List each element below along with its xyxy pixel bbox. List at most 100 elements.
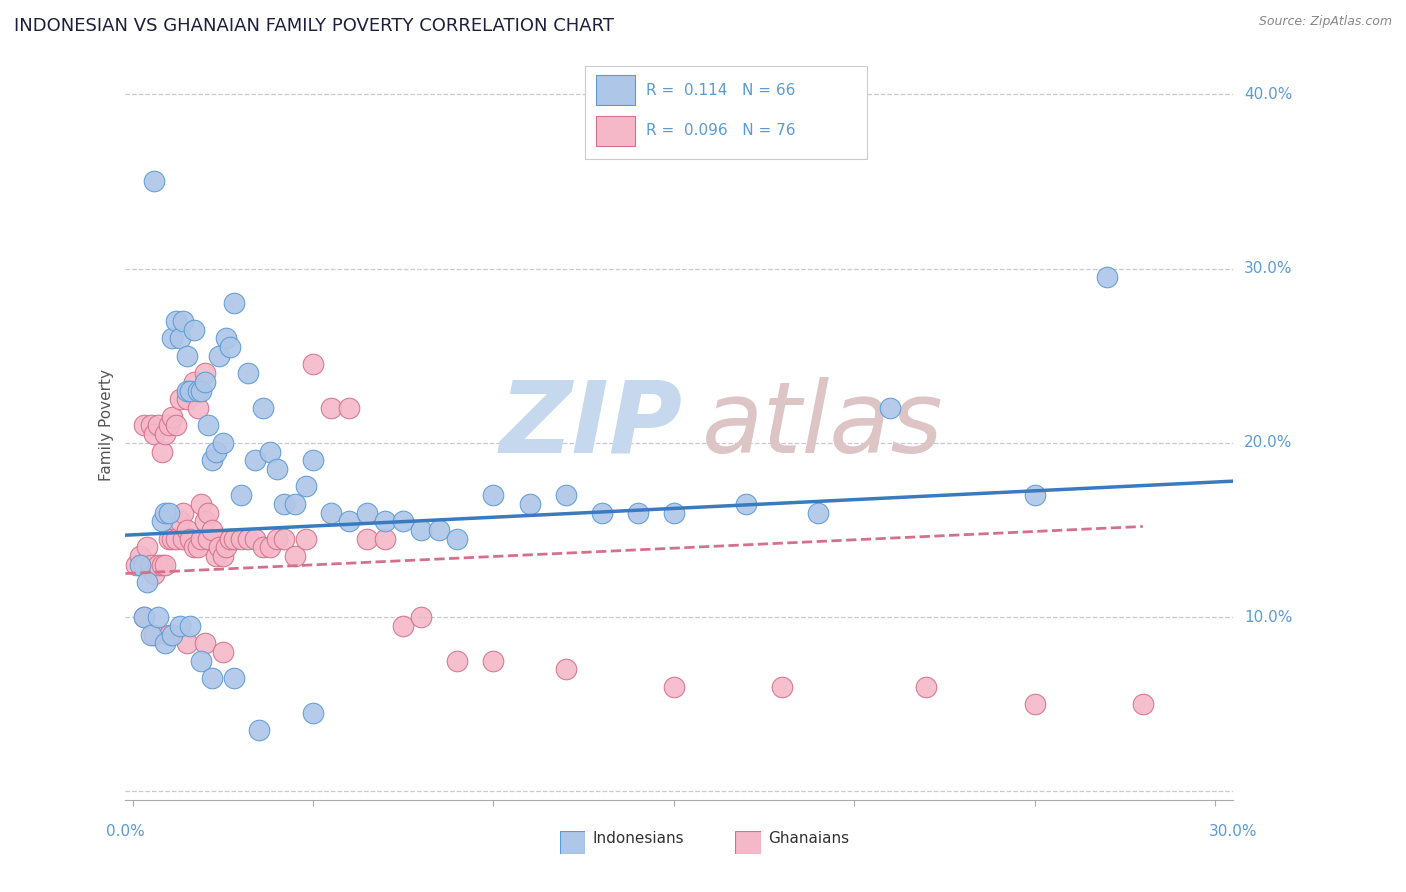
Point	[146, 558, 169, 572]
Point	[236, 532, 259, 546]
Point	[554, 662, 576, 676]
Point	[915, 680, 938, 694]
Point	[157, 627, 180, 641]
Point	[554, 488, 576, 502]
Point	[302, 706, 325, 720]
Point	[172, 314, 194, 328]
Point	[143, 566, 166, 581]
Point	[374, 532, 396, 546]
Point	[245, 453, 267, 467]
Point	[1095, 270, 1118, 285]
Point	[302, 358, 325, 372]
Point	[183, 375, 205, 389]
Point	[212, 549, 235, 563]
Point	[165, 314, 187, 328]
Point	[266, 462, 288, 476]
Point	[176, 523, 198, 537]
Point	[183, 541, 205, 555]
Point	[169, 619, 191, 633]
Point	[165, 418, 187, 433]
Point	[169, 392, 191, 407]
Point	[157, 506, 180, 520]
Point	[259, 444, 281, 458]
Point	[132, 558, 155, 572]
Point	[143, 427, 166, 442]
Point	[157, 418, 180, 433]
Point	[187, 541, 209, 555]
Text: 20.0%: 20.0%	[1244, 435, 1292, 450]
Point	[169, 331, 191, 345]
Text: 10.0%: 10.0%	[1244, 609, 1292, 624]
Point	[411, 523, 433, 537]
Point	[284, 497, 307, 511]
Point	[176, 384, 198, 398]
Point	[519, 497, 541, 511]
Point	[190, 654, 212, 668]
Point	[219, 532, 242, 546]
Point	[172, 506, 194, 520]
Point	[136, 575, 159, 590]
Point	[153, 636, 176, 650]
Point	[229, 532, 252, 546]
Point	[208, 349, 231, 363]
Point	[187, 401, 209, 415]
Point	[129, 549, 152, 563]
Text: atlas: atlas	[703, 377, 943, 474]
Point	[374, 514, 396, 528]
Y-axis label: Family Poverty: Family Poverty	[100, 369, 114, 482]
Point	[194, 375, 217, 389]
Point	[162, 627, 184, 641]
Point	[165, 532, 187, 546]
Point	[337, 401, 360, 415]
Point	[169, 514, 191, 528]
Point	[807, 506, 830, 520]
Point	[482, 488, 505, 502]
Point	[229, 488, 252, 502]
Point	[204, 444, 226, 458]
Point	[446, 532, 468, 546]
Point	[770, 680, 793, 694]
Point	[356, 532, 378, 546]
Point	[295, 532, 318, 546]
Point	[139, 418, 162, 433]
Point	[215, 541, 238, 555]
Point	[136, 541, 159, 555]
Point	[197, 506, 219, 520]
Point	[179, 532, 201, 546]
Point	[162, 409, 184, 424]
Point	[337, 514, 360, 528]
Point	[319, 401, 342, 415]
Point	[427, 523, 450, 537]
Point	[284, 549, 307, 563]
FancyBboxPatch shape	[735, 831, 761, 854]
FancyBboxPatch shape	[560, 831, 585, 854]
Point	[662, 680, 685, 694]
Point	[259, 541, 281, 555]
Point	[146, 610, 169, 624]
Point	[201, 453, 224, 467]
Point	[190, 497, 212, 511]
Point	[129, 558, 152, 572]
Point	[172, 532, 194, 546]
Point	[162, 331, 184, 345]
Point	[319, 506, 342, 520]
Text: 30.0%: 30.0%	[1244, 261, 1292, 276]
Point	[208, 541, 231, 555]
Point	[194, 366, 217, 380]
Point	[139, 627, 162, 641]
Point	[222, 671, 245, 685]
Text: ZIP: ZIP	[499, 377, 682, 474]
Point	[132, 610, 155, 624]
Point	[212, 435, 235, 450]
Point	[125, 558, 148, 572]
Point	[179, 384, 201, 398]
Point	[153, 506, 176, 520]
Text: 40.0%: 40.0%	[1244, 87, 1292, 102]
Point	[146, 418, 169, 433]
Point	[150, 514, 173, 528]
FancyBboxPatch shape	[585, 66, 868, 160]
Point	[179, 384, 201, 398]
Text: INDONESIAN VS GHANAIAN FAMILY POVERTY CORRELATION CHART: INDONESIAN VS GHANAIAN FAMILY POVERTY CO…	[14, 17, 614, 35]
Point	[591, 506, 613, 520]
Point	[482, 654, 505, 668]
